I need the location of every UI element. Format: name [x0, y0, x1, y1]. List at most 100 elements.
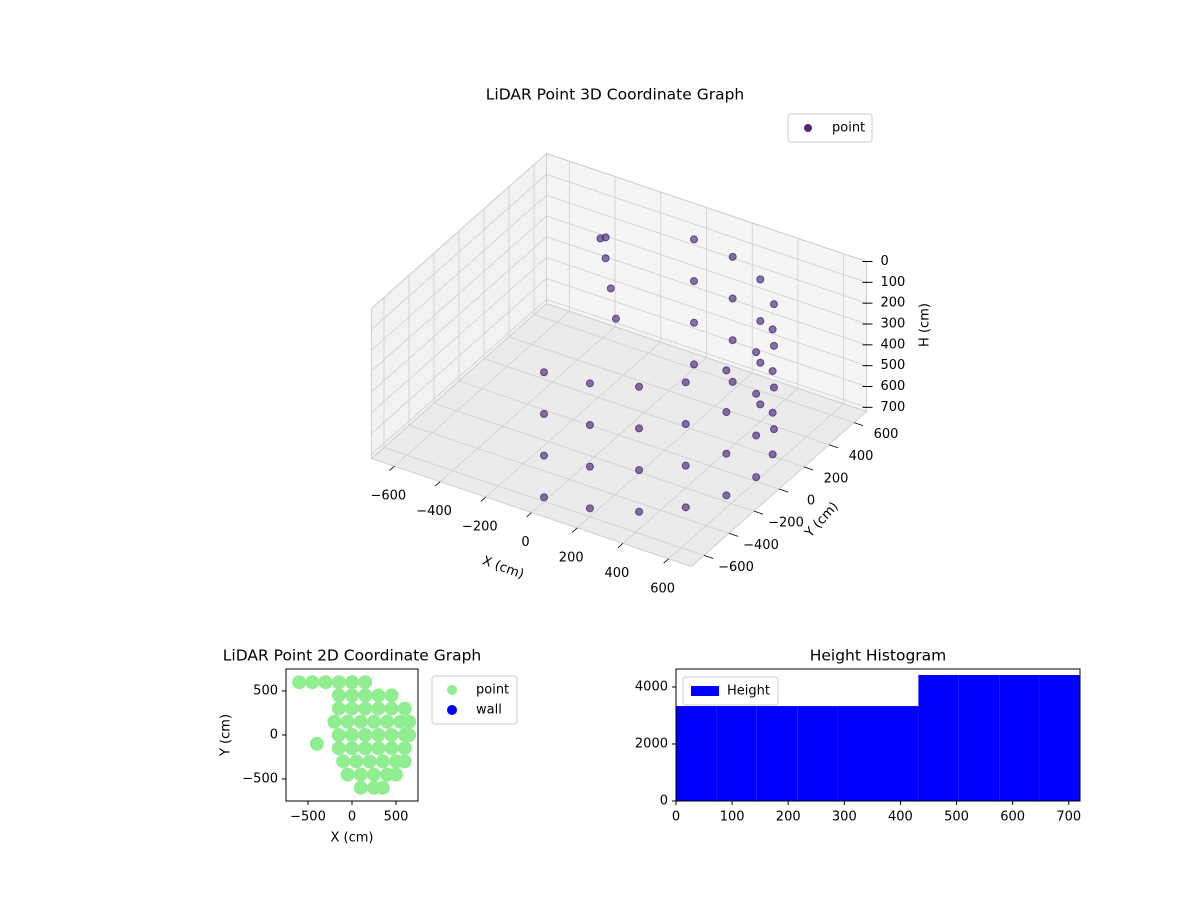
point [345, 675, 359, 690]
point [305, 675, 320, 690]
z-tick-label: 500 [881, 358, 906, 373]
point [690, 318, 698, 327]
z-tick-label: 200 [881, 296, 906, 311]
point [768, 325, 777, 334]
point [331, 675, 346, 690]
point [681, 419, 690, 428]
grid-line [371, 257, 547, 413]
grid-line [371, 236, 547, 393]
y-axis-label: Y (cm) [219, 714, 234, 757]
tick-mark [803, 466, 814, 471]
point [397, 754, 412, 769]
z-tick-label: 400 [881, 337, 906, 352]
point [585, 379, 594, 388]
point [585, 420, 594, 429]
point [611, 314, 620, 323]
legend-label: Height [727, 684, 770, 699]
point [397, 701, 412, 716]
point [371, 701, 386, 716]
point [345, 728, 359, 742]
bar [837, 706, 878, 801]
x-tick-label: −200 [462, 520, 498, 535]
point [690, 360, 698, 369]
point [756, 400, 765, 409]
tick-mark [434, 481, 441, 487]
tick-mark [753, 510, 764, 515]
tick-mark [828, 444, 839, 449]
chart-title: LiDAR Point 2D Coordinate Graph [223, 647, 481, 665]
grid-line [371, 153, 547, 309]
point [756, 358, 765, 367]
grid-line [546, 215, 867, 325]
tick-mark [703, 555, 714, 559]
point [402, 714, 417, 729]
x-tick-label: 400 [605, 566, 630, 581]
x-tick-label: 0 [672, 810, 680, 825]
point [596, 234, 605, 243]
x-tick-label: 700 [1056, 810, 1081, 825]
grid-line [546, 236, 867, 346]
grid-line [383, 447, 705, 556]
bar [797, 706, 838, 801]
point [690, 277, 698, 286]
point [345, 701, 359, 716]
tick-mark [778, 488, 789, 493]
grid-line [371, 299, 547, 455]
bar [918, 674, 959, 801]
point [345, 741, 359, 756]
point [728, 252, 737, 261]
point [756, 275, 765, 284]
grid-line [546, 257, 867, 367]
point [371, 688, 386, 703]
point [722, 491, 731, 500]
x-tick-label: 0 [521, 535, 529, 550]
x-tick-label: 600 [1000, 810, 1025, 825]
point [367, 714, 381, 729]
point [635, 507, 644, 516]
legend: point [787, 113, 873, 143]
point [769, 383, 778, 392]
grid-line [483, 358, 805, 468]
grid-line [546, 278, 867, 387]
point [358, 688, 373, 703]
x-tick-label: 100 [720, 810, 745, 825]
y-tick-label: 0 [270, 728, 278, 743]
point [375, 780, 390, 795]
point [769, 300, 778, 309]
tick-mark [389, 465, 395, 471]
chart-title: LiDAR Point 3D Coordinate Graph [486, 86, 744, 104]
point [681, 378, 690, 387]
y-tick-label: 0 [807, 494, 815, 509]
legend-swatch [691, 686, 719, 696]
y-tick-label: 0 [660, 794, 668, 809]
y-tick-label: 400 [849, 449, 874, 464]
point [349, 754, 364, 769]
grid-line [546, 298, 867, 408]
x-tick-label: 600 [650, 581, 675, 596]
bar [716, 706, 757, 801]
legend-marker [447, 685, 457, 695]
point [327, 714, 342, 729]
x-tick-label: 500 [384, 810, 409, 825]
point [540, 368, 548, 377]
grid-line [546, 173, 867, 283]
point [752, 473, 761, 482]
point [728, 336, 737, 345]
point [540, 493, 548, 502]
grid-line [371, 194, 547, 351]
point [397, 741, 412, 756]
point [768, 450, 777, 459]
point [690, 235, 698, 244]
point [345, 688, 359, 703]
tick-mark [663, 558, 669, 564]
bar [878, 706, 919, 801]
tick-mark [571, 527, 578, 533]
point [769, 425, 778, 434]
x-tick-label: 200 [776, 810, 801, 825]
point [722, 449, 731, 458]
point [318, 675, 333, 690]
x-tick-label: 300 [832, 810, 857, 825]
point [309, 736, 324, 751]
chart-title: Height Histogram [810, 647, 947, 665]
bar [676, 706, 717, 801]
